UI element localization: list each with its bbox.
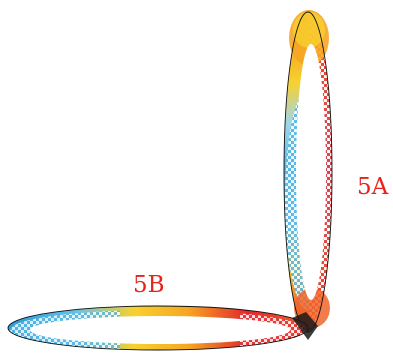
ring-5b: [7, 305, 309, 351]
ring-5b-label: 5B: [133, 272, 165, 298]
ring-5a: [283, 10, 333, 333]
ring-junction: [292, 312, 318, 340]
ring-5a-label: 5A: [357, 174, 389, 200]
